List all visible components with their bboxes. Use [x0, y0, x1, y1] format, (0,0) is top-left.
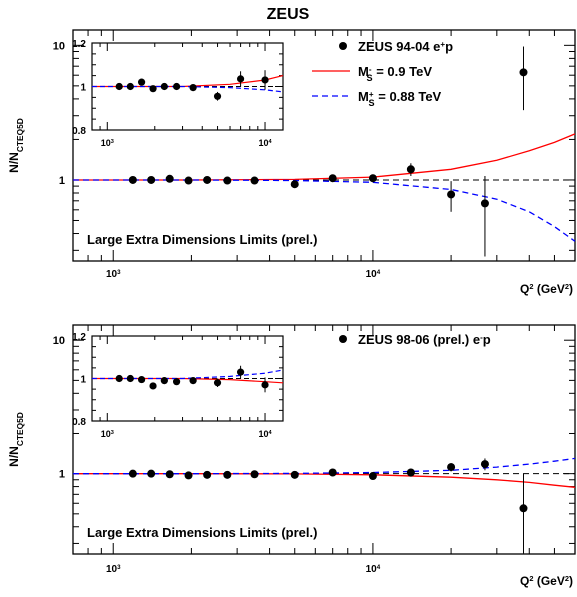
inset-data-point — [126, 374, 134, 383]
data-point — [128, 175, 137, 184]
y-axis-label: N/NCTEQ5D — [7, 118, 25, 173]
data-point — [290, 470, 299, 479]
data-point — [519, 68, 528, 77]
inset-data-point — [149, 85, 157, 93]
legend-label: ZEUS 94-04 e+p — [358, 39, 453, 54]
inset-y-tick-label: 1.2 — [72, 332, 86, 343]
data-point — [223, 470, 232, 479]
x-axis-label: Q2 (GeV2) — [520, 282, 573, 297]
inset-y-tick-label: 0.8 — [72, 417, 86, 428]
data-point — [250, 470, 259, 479]
inset-y-tick-label: 1.2 — [72, 39, 86, 50]
y-tick-label: 1 — [59, 175, 65, 187]
figure-title: ZEUS — [267, 6, 310, 23]
data-point — [147, 175, 156, 184]
legend-marker — [339, 42, 347, 50]
data-point — [203, 175, 212, 184]
data-point — [368, 174, 377, 183]
data-point — [328, 174, 337, 183]
theory-curve-minus — [73, 133, 576, 181]
data-point — [165, 470, 174, 479]
data-point — [184, 471, 193, 480]
data-point — [203, 470, 212, 479]
inset-data-point — [236, 368, 245, 376]
inset-data-point — [236, 75, 245, 83]
data-point — [447, 463, 456, 472]
data-point — [290, 180, 299, 189]
inset-data-point — [172, 82, 181, 91]
inset-data-point — [160, 377, 168, 385]
inset-data-point — [213, 379, 222, 387]
y-axis-label: N/NCTEQ5D — [7, 412, 25, 467]
data-point — [250, 176, 259, 185]
data-point — [223, 176, 232, 185]
x-tick-label: 104 — [366, 269, 381, 281]
data-point — [480, 460, 489, 469]
data-point — [447, 190, 456, 199]
legend-label: M-S = 0.9 TeV — [358, 64, 432, 83]
inset-data-point — [189, 377, 197, 385]
x-axis-label: Q2 (GeV2) — [520, 574, 573, 589]
inset-x-tick-label: 103 — [101, 429, 114, 439]
inset-data-point — [137, 78, 146, 86]
inset-data-point — [126, 82, 134, 91]
inset-y-tick-label: 0.8 — [72, 126, 86, 137]
data-point — [406, 165, 415, 174]
data-point — [128, 469, 137, 478]
inset-data-point — [115, 82, 123, 91]
plot-frame — [72, 324, 576, 555]
y-tick-label: 10 — [53, 40, 65, 52]
annotation-text: Large Extra Dimensions Limits (prel.) — [87, 232, 317, 247]
data-point — [328, 468, 337, 477]
y-tick-label: 10 — [53, 335, 65, 347]
inset-data-point — [261, 76, 269, 84]
inset-data-point — [115, 374, 123, 383]
inset-data-point — [261, 381, 269, 389]
inset-curve-plus — [92, 369, 284, 380]
bottom-panel: 103 104 1 10 N/NCTEQ5D Q2 (GeV2) Large Extra D… — [7, 324, 576, 589]
data-point — [519, 504, 528, 513]
x-tick-label: 103 — [106, 564, 121, 576]
inset-x-tick-label: 104 — [258, 429, 272, 439]
inset-x-tick-label: 103 — [101, 138, 114, 148]
data-point — [406, 468, 415, 477]
plot-frame — [72, 29, 576, 262]
data-point — [147, 469, 156, 478]
data-point — [368, 472, 377, 481]
y-tick-label: 1 — [59, 469, 65, 481]
data-point — [165, 174, 174, 183]
data-point — [184, 176, 193, 185]
inset-y-tick-label: 1 — [80, 83, 86, 94]
x-tick-label: 104 — [366, 564, 381, 576]
legend-label: ZEUS 98-06 (prel.) e-p — [358, 332, 491, 347]
inset-data-point — [137, 375, 146, 384]
inset-x-tick-label: 104 — [258, 138, 272, 148]
top-panel: 103 104 1 10 N/NCTEQ5D Q2 (GeV2) Large Extra D… — [7, 29, 576, 297]
data-point — [480, 199, 489, 208]
inset-data-point — [149, 382, 157, 390]
legend-label: M+ S = 0.88 TeV — [358, 89, 442, 108]
inset-data-point — [189, 83, 197, 92]
x-tick-label: 103 — [106, 269, 121, 281]
annotation-text: Large Extra Dimensions Limits (prel.) — [87, 525, 317, 540]
inset-data-point — [172, 378, 181, 386]
legend-marker — [339, 335, 347, 343]
inset-y-tick-label: 1 — [80, 375, 86, 386]
inset-data-point — [213, 92, 222, 100]
inset-data-point — [160, 82, 168, 91]
